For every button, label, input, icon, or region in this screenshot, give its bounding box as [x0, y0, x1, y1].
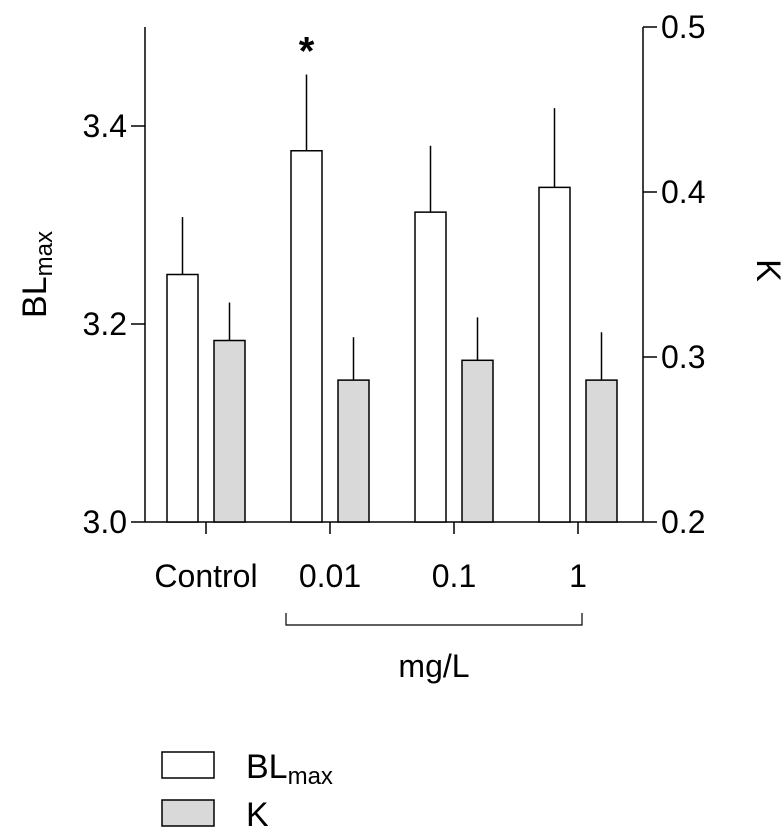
legend-label-main: BL — [246, 748, 288, 786]
right-tick-label: 0.4 — [661, 174, 705, 210]
legend-label-main: K — [246, 796, 269, 832]
bar-k — [337, 379, 370, 523]
bar-k — [213, 339, 246, 523]
left-axis-title-sub: max — [31, 231, 58, 276]
bar-k — [461, 359, 494, 523]
x-tick-label: Control — [154, 558, 257, 594]
x-tick-label: 1 — [569, 558, 587, 594]
legend: BLmax K — [161, 748, 333, 832]
x-tick-label: 0.01 — [299, 558, 361, 594]
bar-blmax — [290, 150, 323, 523]
right-tick-label: 0.5 — [661, 9, 705, 45]
annotations: * — [299, 30, 315, 74]
bars — [166, 150, 618, 523]
x-axis-ticks: Control 0.01 0.1 1 — [154, 522, 587, 594]
legend-swatch-blmax — [161, 751, 215, 779]
left-axis-title-main: BL — [16, 276, 54, 318]
right-tick-label: 0.3 — [661, 339, 705, 375]
legend-label-blmax: BLmax — [246, 748, 333, 790]
legend-label-sub: max — [288, 763, 333, 790]
error-bars — [181, 74, 603, 381]
bar-blmax — [414, 211, 447, 523]
group-label: mg/L — [398, 648, 469, 684]
bar-blmax — [166, 273, 199, 523]
legend-swatch-k — [161, 799, 215, 827]
left-axis-title: BLmax — [16, 231, 58, 318]
right-tick-label: 0.2 — [661, 504, 705, 540]
left-axis-ticks: 3.0 3.2 3.4 — [83, 108, 145, 540]
legend-label-k: K — [246, 796, 269, 832]
bar-k — [585, 379, 618, 523]
right-axis-title: K — [749, 259, 784, 282]
bar-blmax — [538, 186, 571, 523]
significance-marker: * — [299, 30, 315, 74]
left-tick-label: 3.2 — [83, 306, 127, 342]
group-bracket — [285, 613, 583, 626]
x-tick-label: 0.1 — [432, 558, 476, 594]
left-tick-label: 3.4 — [83, 108, 127, 144]
left-tick-label: 3.0 — [83, 504, 127, 540]
right-axis-ticks: 0.2 0.3 0.4 0.5 — [643, 9, 705, 540]
